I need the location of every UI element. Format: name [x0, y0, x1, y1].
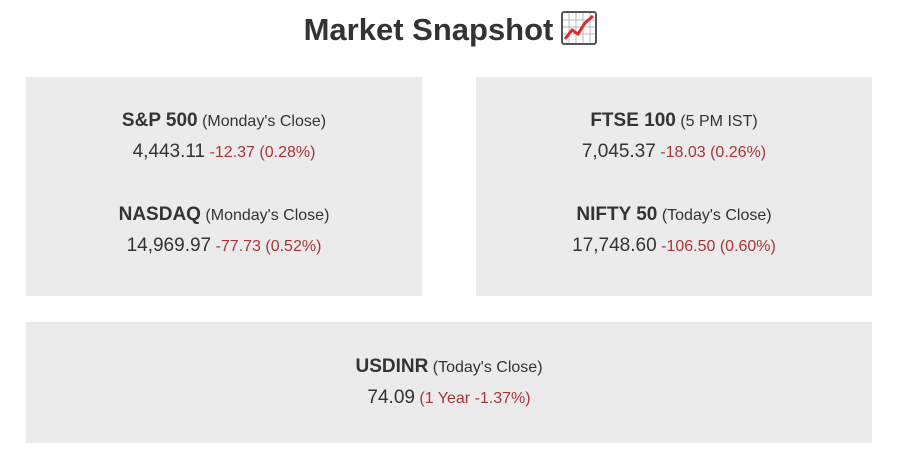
- quote-header: USDINR (Today's Close): [26, 353, 872, 382]
- quote-header: FTSE 100 (5 PM IST): [476, 107, 872, 136]
- quote-name: NASDAQ: [118, 204, 201, 225]
- quote-value: 74.09: [367, 387, 415, 408]
- quote-values: 14,969.97 -77.73 (0.52%): [26, 230, 422, 263]
- quote-note: (Today's Close): [432, 359, 543, 376]
- quote: NIFTY 50 (Today's Close) 17,748.60 -106.5…: [476, 201, 872, 263]
- quote-change: -18.03 (0.26%): [660, 144, 767, 161]
- quote-values: 74.09 (1 Year -1.37%): [26, 382, 872, 415]
- quote-card: USDINR (Today's Close) 74.09 (1 Year -1.3…: [26, 322, 872, 443]
- quote-name: USDINR: [355, 356, 429, 377]
- quote-header: NIFTY 50 (Today's Close): [476, 201, 872, 230]
- quote-name: S&P 500: [121, 110, 198, 131]
- title: Market Snapshot: [303, 12, 554, 47]
- quote-change: -106.50 (0.60%): [661, 238, 776, 255]
- quote-change: (1 Year -1.37%): [419, 390, 531, 407]
- quote-name: NIFTY 50: [576, 204, 658, 225]
- quote: S&P 500 (Monday's Close) 4,443.11 -12.37 …: [26, 107, 422, 169]
- quote-note: (Monday's Close): [202, 113, 327, 130]
- quote-values: 4,443.11 -12.37 (0.28%): [26, 136, 422, 169]
- quote: FTSE 100 (5 PM IST) 7,045.37 -18.03 (0.26…: [476, 107, 872, 169]
- quote-header: S&P 500 (Monday's Close): [26, 107, 422, 136]
- quote-header: NASDAQ (Monday's Close): [26, 201, 422, 230]
- quote-note: (Monday's Close): [205, 207, 330, 224]
- chart-emoji-icon: [561, 11, 598, 45]
- quote-value: 7,045.37: [581, 141, 656, 162]
- quote: NASDAQ (Monday's Close) 14,969.97 -77.73 …: [26, 201, 422, 263]
- title-row: Market Snapshot: [0, 8, 901, 52]
- quote-note: (Today's Close): [661, 207, 772, 224]
- quote-card: S&P 500 (Monday's Close) 4,443.11 -12.37 …: [26, 77, 422, 296]
- quote: USDINR (Today's Close) 74.09 (1 Year -1.3…: [26, 353, 872, 415]
- quote-note: (5 PM IST): [680, 113, 758, 130]
- quote-change: -77.73 (0.52%): [215, 238, 322, 255]
- quote-value: 4,443.11: [132, 141, 206, 162]
- quote-values: 17,748.60 -106.50 (0.60%): [476, 230, 872, 263]
- quote-value: 14,969.97: [126, 235, 212, 256]
- quote-name: FTSE 100: [590, 110, 676, 131]
- quote-value: 17,748.60: [572, 235, 657, 256]
- quote-values: 7,045.37 -18.03 (0.26%): [476, 136, 872, 169]
- quote-card: FTSE 100 (5 PM IST) 7,045.37 -18.03 (0.26…: [476, 77, 872, 296]
- quote-change: -12.37 (0.28%): [209, 144, 316, 161]
